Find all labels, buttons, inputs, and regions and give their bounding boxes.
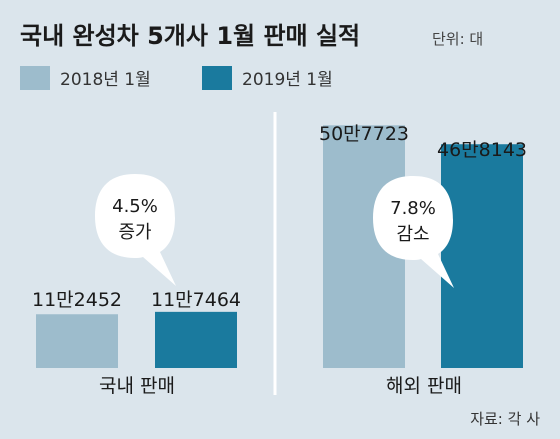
- change-direction-overseas: 감소: [396, 224, 429, 245]
- category-label-overseas: 해외 판매: [386, 375, 462, 397]
- change-direction-domestic: 증가: [118, 222, 151, 243]
- bar-domestic-2018: [36, 314, 118, 368]
- panel-domestic: 11만2452 11만7464 4.5% 증가 국내 판매: [32, 174, 241, 397]
- legend-label-2018: 2018년 1월: [60, 70, 151, 90]
- value-label-domestic-2018: 11만2452: [32, 289, 122, 311]
- panel-overseas: 50만7723 46만8143 7.8% 감소 해외 판매: [319, 123, 527, 397]
- legend-swatch-2018: [20, 66, 50, 90]
- change-bubble-overseas: 7.8% 감소: [373, 176, 454, 288]
- chart-title: 국내 완성차 5개사 1월 판매 실적: [20, 22, 360, 50]
- legend-label-2019: 2019년 1월: [242, 70, 333, 90]
- bar-overseas-2019: [441, 144, 523, 368]
- unit-label: 단위: 대: [432, 30, 483, 48]
- legend-swatch-2019: [202, 66, 232, 90]
- bubble-shape-domestic: [95, 174, 176, 286]
- value-label-overseas-2018: 50만7723: [319, 123, 409, 145]
- bubble-shape-overseas: [373, 176, 454, 288]
- source-label: 자료: 각 사: [470, 410, 540, 428]
- legend: 2018년 1월 2019년 1월: [20, 66, 333, 90]
- value-label-overseas-2019: 46만8143: [437, 139, 527, 161]
- change-value-domestic: 4.5%: [112, 196, 158, 217]
- change-value-overseas: 7.8%: [390, 198, 436, 219]
- change-bubble-domestic: 4.5% 증가: [95, 174, 176, 286]
- bar-domestic-2019: [155, 311, 237, 368]
- value-label-domestic-2019: 11만7464: [151, 289, 241, 311]
- category-label-domestic: 국내 판매: [99, 375, 175, 397]
